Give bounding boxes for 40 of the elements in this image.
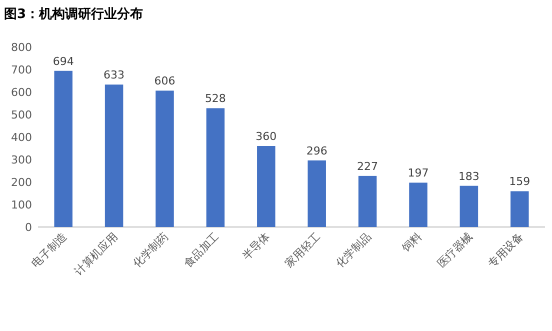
y-tick-label: 500 <box>11 108 32 122</box>
y-tick-label: 800 <box>11 41 32 54</box>
data-label: 694 <box>52 54 74 68</box>
x-tick-label: 电子制造 <box>29 230 70 270</box>
bar <box>54 70 72 227</box>
x-tick-label: 食品加工 <box>181 230 222 270</box>
y-tick-label: 700 <box>11 64 32 76</box>
data-label: 159 <box>509 175 530 188</box>
bar <box>510 191 529 227</box>
y-tick-label: 600 <box>11 86 32 99</box>
data-label: 606 <box>154 74 176 88</box>
bar <box>409 182 428 227</box>
bar <box>156 90 174 227</box>
x-tick-label: 专用设备 <box>485 230 526 270</box>
bar <box>358 176 377 227</box>
y-tick-label: 100 <box>11 198 32 212</box>
data-label: 197 <box>408 166 429 180</box>
x-tick-label: 化学制药 <box>130 230 171 270</box>
bar <box>257 146 276 227</box>
data-label: 633 <box>104 68 125 82</box>
y-tick-label: 200 <box>11 176 32 189</box>
data-label: 528 <box>204 92 226 106</box>
bar <box>308 160 326 227</box>
bar <box>104 84 124 227</box>
y-tick-label: 400 <box>11 131 32 144</box>
x-tick-label: 半导体 <box>240 230 272 262</box>
x-tick-label: 饲料 <box>398 230 424 256</box>
x-tick-label: 计算机应用 <box>72 230 120 278</box>
data-label: 360 <box>256 130 277 143</box>
data-label: 227 <box>357 160 378 173</box>
y-tick-label: 300 <box>11 154 32 166</box>
x-tick-label: 医疗器械 <box>434 230 476 270</box>
bar <box>206 108 225 227</box>
x-tick-label: 家用轻工 <box>282 230 323 270</box>
data-label: 183 <box>458 170 480 183</box>
data-label: 296 <box>306 144 328 158</box>
chart-title: 图3：机构调研行业分布 <box>4 7 144 22</box>
bar <box>460 186 478 227</box>
y-tick-label: 0 <box>25 221 32 234</box>
x-tick-label: 化学制品 <box>333 230 374 270</box>
